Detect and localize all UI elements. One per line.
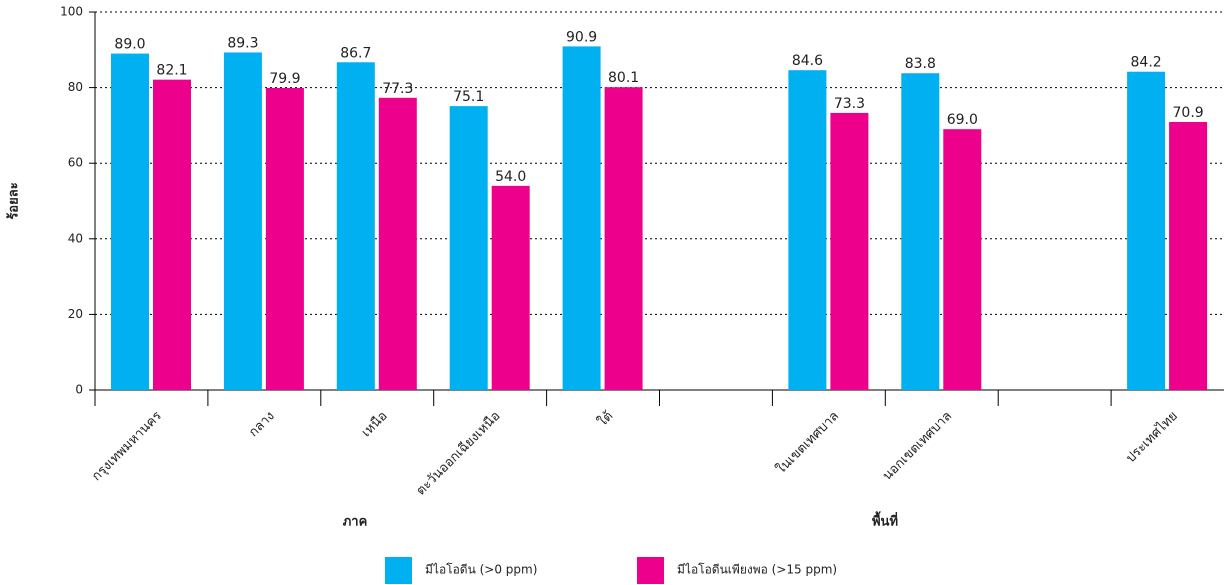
- y-tick-label: 40: [68, 231, 83, 245]
- x-tick-label: ใต้: [595, 408, 617, 430]
- value-label: 84.2: [1131, 55, 1162, 71]
- legend-label: มีไอโอดีน (>0 ppm): [425, 563, 537, 577]
- value-label: 69.0: [947, 112, 978, 128]
- value-label: 84.6: [792, 53, 823, 69]
- bar: [153, 79, 191, 391]
- bar: [449, 106, 488, 390]
- x-tick-label: ในเขตเทศบาล: [773, 408, 842, 477]
- bar: [604, 87, 643, 391]
- x-tick-label: กรุงเทพมหานคร: [89, 409, 165, 485]
- y-tick-label: 20: [68, 307, 83, 321]
- y-tick-label: 80: [68, 80, 83, 94]
- bar: [336, 62, 375, 391]
- value-label: 77.3: [382, 81, 413, 97]
- bar: [943, 129, 982, 390]
- legend-label: มีไอโอดีนเพียงพอ (>15 ppm): [677, 563, 837, 577]
- y-tick-label: 0: [75, 383, 83, 397]
- bar: [378, 97, 417, 390]
- group-label: ภาค: [343, 515, 368, 530]
- value-label: 82.1: [156, 63, 187, 79]
- bar: [562, 46, 601, 390]
- y-axis-label: ร้อยละ: [6, 182, 22, 219]
- bar: [111, 53, 149, 391]
- bar: [223, 52, 262, 391]
- y-tick-label: 100: [60, 5, 83, 19]
- y-tick-label: 60: [68, 156, 83, 170]
- x-tick-label: เหนือ: [358, 408, 390, 440]
- group-label: พื้นที่: [872, 511, 898, 530]
- x-tick-label: นอกเขตเทศบาล: [880, 409, 955, 484]
- bar: [1169, 121, 1208, 391]
- value-label: 86.7: [340, 45, 371, 61]
- value-label: 79.9: [269, 71, 300, 87]
- bar: [901, 73, 940, 391]
- bar: [491, 185, 530, 390]
- value-label: 89.3: [227, 35, 258, 51]
- x-tick-label: ประเทศไทย: [1123, 408, 1181, 466]
- x-tick-label: ตะวันออกเฉียงเหนือ: [413, 408, 504, 499]
- legend-swatch: [637, 557, 664, 584]
- value-label: 54.0: [495, 169, 526, 185]
- bar: [265, 87, 304, 390]
- value-label: 80.1: [608, 70, 639, 86]
- value-label: 75.1: [453, 89, 484, 105]
- bar: [788, 70, 827, 390]
- value-label: 89.0: [114, 37, 145, 53]
- x-tick-label: กลาง: [246, 409, 277, 440]
- bar: [830, 112, 869, 391]
- value-label: 83.8: [905, 56, 936, 72]
- legend-swatch: [385, 557, 412, 584]
- value-label: 90.9: [566, 29, 597, 45]
- value-label: 73.3: [834, 96, 865, 112]
- value-label: 70.9: [1173, 105, 1204, 121]
- bar: [1127, 71, 1166, 390]
